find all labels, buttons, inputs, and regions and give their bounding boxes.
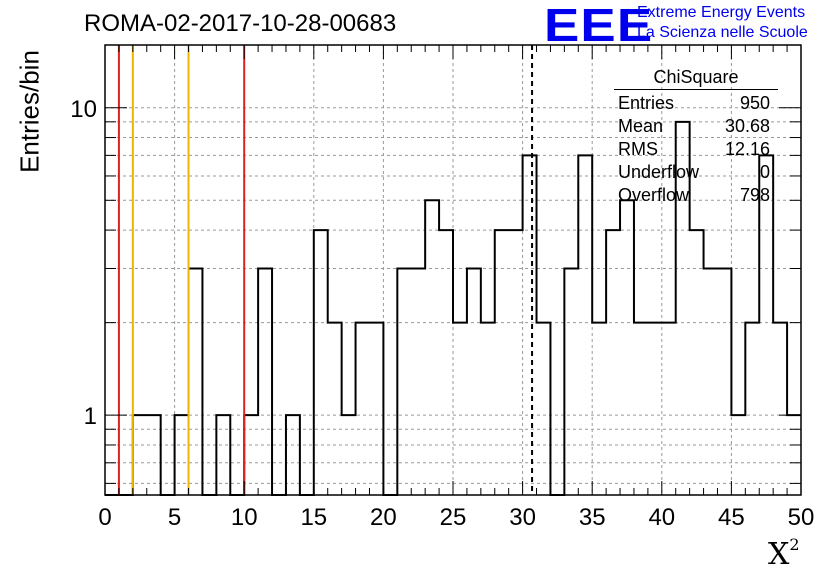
- y-axis-label: Entries/bin: [14, 50, 45, 173]
- histogram-bin: [175, 415, 189, 495]
- x-tick-label: 30: [509, 504, 536, 531]
- histogram-bin: [356, 323, 370, 495]
- stats-title: ChiSquare: [614, 66, 778, 90]
- stat-value: 30.68: [724, 116, 770, 136]
- y-tick-label: 1: [84, 403, 97, 430]
- histogram-bin: [564, 268, 578, 495]
- stat-label: RMS: [618, 139, 658, 159]
- histogram-bin: [481, 323, 495, 495]
- x-tick-label: 45: [718, 504, 745, 531]
- marker-lines: [117, 45, 534, 495]
- histogram-bin: [592, 323, 606, 495]
- stat-label: Underflow: [618, 162, 700, 182]
- histogram-bin: [189, 268, 203, 495]
- histogram-bin: [495, 230, 509, 495]
- stat-row-overflow: Overflow 798: [614, 184, 778, 207]
- stat-label: Mean: [618, 116, 664, 136]
- histogram-bin: [606, 230, 620, 495]
- histogram-bin: [439, 230, 453, 495]
- histogram-bin: [133, 415, 147, 495]
- x-tick-label: 40: [648, 504, 675, 531]
- histogram-bin: [745, 323, 759, 495]
- stat-label: Entries: [618, 93, 675, 113]
- histogram-bin: [411, 268, 425, 495]
- stat-row-rms: RMS 12.16: [614, 138, 778, 161]
- x-tick-label: 20: [370, 504, 397, 531]
- histogram-bin: [314, 230, 328, 495]
- histogram-bin: [216, 415, 230, 495]
- stat-label: Overflow: [618, 185, 690, 205]
- histogram-outline: [105, 120, 801, 496]
- axis-ticks: [104, 45, 802, 495]
- eee-logo: EEE: [544, 0, 654, 51]
- histogram-bin: [537, 323, 551, 495]
- page-title: ROMA-02-2017-10-28-00683: [84, 10, 397, 37]
- logo-line-2: La Scienza nelle Scuole: [637, 24, 808, 41]
- logo-caption: Extreme Energy Events La Scienza nelle S…: [637, 3, 808, 43]
- x-tick-label: 10: [231, 504, 258, 531]
- stats-box: ChiSquare Entries 950 Mean 30.68 RMS 12.…: [614, 66, 778, 207]
- histogram-bin: [397, 268, 411, 495]
- histogram-bin: [258, 268, 272, 495]
- histogram-bin: [523, 155, 537, 495]
- x-tick-label: 5: [168, 504, 181, 531]
- histogram-bin: [328, 323, 342, 495]
- stat-row-entries: Entries 950: [614, 92, 778, 115]
- histogram-bin: [717, 268, 731, 495]
- logo-line-1: Extreme Energy Events: [637, 4, 806, 21]
- x-tick-label: 25: [440, 504, 467, 531]
- histogram-bin: [704, 268, 718, 495]
- tick-labels: 0 5 10 15 20 25 30 35 40 45 50 1 10: [70, 96, 814, 531]
- stat-row-mean: Mean 30.68: [614, 115, 778, 138]
- histogram-bin: [453, 323, 467, 495]
- x-tick-label: 15: [300, 504, 327, 531]
- histogram-bin: [425, 200, 439, 495]
- x-axis-label: X2: [768, 535, 800, 572]
- histogram-bin: [690, 230, 704, 495]
- stat-value: 0: [759, 162, 770, 182]
- stat-value: 950: [739, 93, 770, 113]
- histogram-bin: [634, 323, 648, 495]
- x-axis-label-exponent: 2: [789, 535, 800, 554]
- stat-row-underflow: Underflow 0: [614, 161, 778, 184]
- histogram-bin: [773, 323, 787, 495]
- histogram-bin: [648, 323, 662, 495]
- histogram-bars: [105, 120, 801, 496]
- stat-value: 12.16: [724, 139, 770, 159]
- histogram-bin: [509, 230, 523, 495]
- histogram-bin: [369, 323, 383, 495]
- histogram-bin: [467, 268, 481, 495]
- histogram-bin: [662, 323, 676, 495]
- x-axis-label-base: X: [768, 537, 790, 572]
- x-tick-label: 50: [788, 504, 815, 531]
- x-tick-label: 35: [579, 504, 606, 531]
- histogram-bin: [620, 200, 634, 495]
- x-tick-label: 0: [98, 504, 111, 531]
- stat-value: 798: [739, 185, 770, 205]
- y-tick-label: 10: [70, 96, 97, 123]
- histogram-bin: [578, 155, 592, 495]
